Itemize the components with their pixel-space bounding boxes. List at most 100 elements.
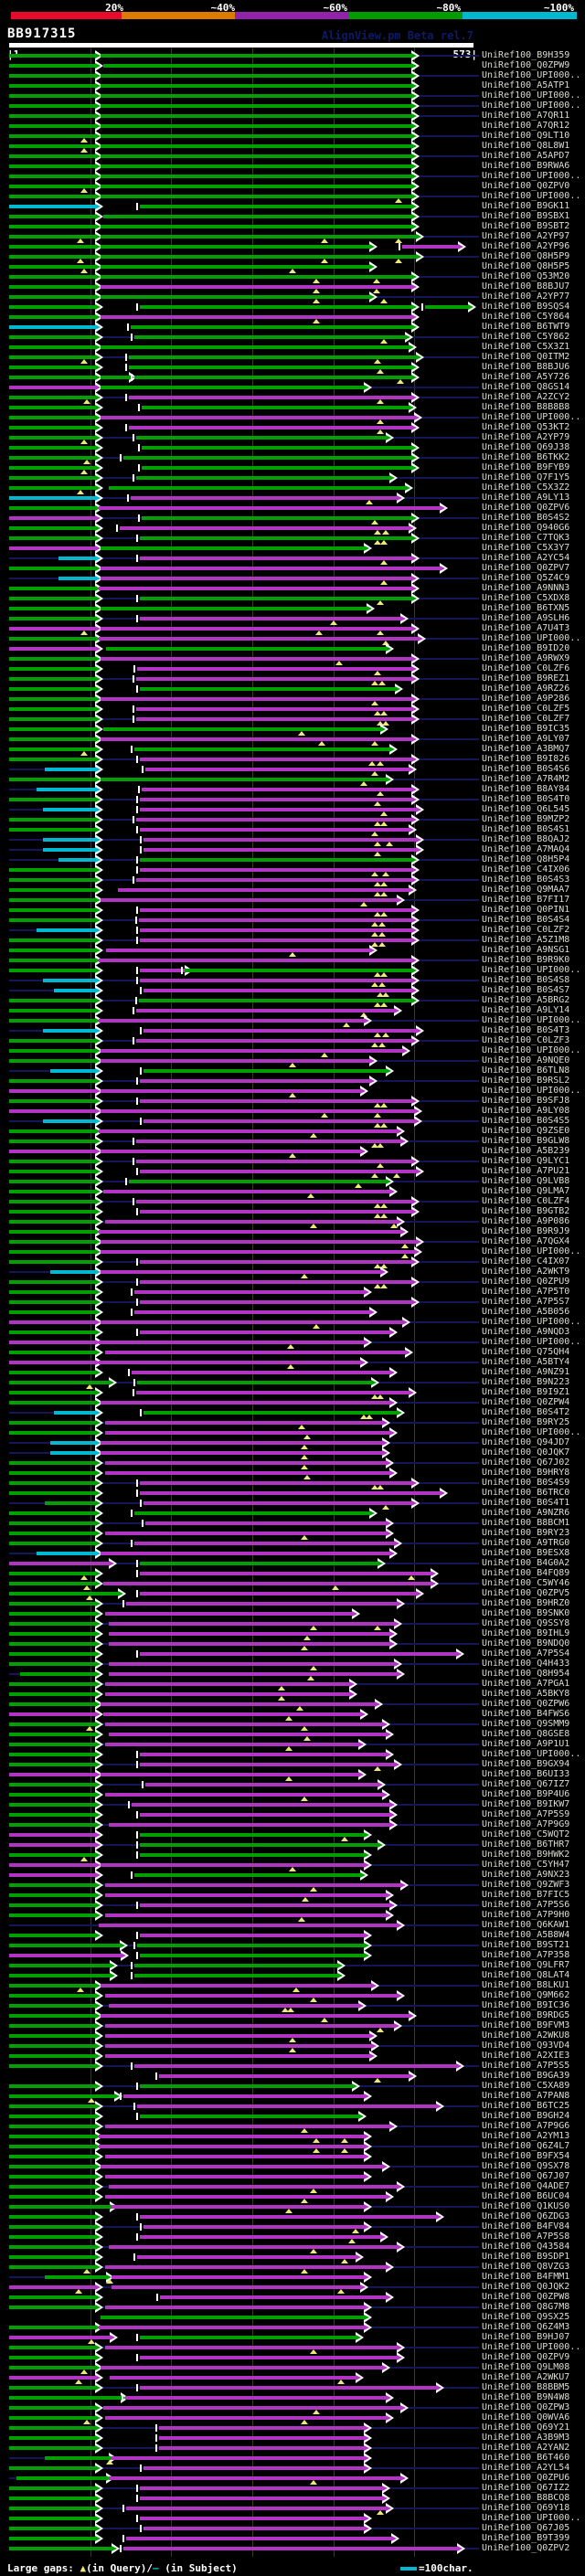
subject-start-tick: [122, 2535, 124, 2542]
hit-bar-segment: [9, 567, 95, 570]
scale-segment-20: [11, 12, 122, 19]
segment-arrowhead-fill: [95, 1209, 101, 1214]
hit-label: UniRef100_A5ATP1: [482, 80, 570, 90]
segment-arrowhead-fill: [386, 1460, 391, 1466]
hit-label: UniRef100_UPI000..: [482, 90, 581, 101]
hit-bar-segment: [9, 2084, 95, 2088]
segment-arrowhead-fill: [364, 2204, 369, 2210]
segment-arrowhead-fill: [364, 2315, 369, 2320]
segment-arrowhead-fill: [95, 1008, 101, 1013]
segment-arrowhead-fill: [95, 2244, 101, 2250]
hit-bar-segment: [9, 687, 95, 691]
segment-arrowhead-fill: [411, 958, 417, 963]
hit-bar-segment: [140, 2336, 356, 2339]
subject-start-tick: [142, 1781, 144, 1788]
hit-bar-segment: [9, 345, 95, 349]
hit-bar-segment: [101, 245, 369, 249]
segment-arrowhead-fill: [386, 1531, 391, 1536]
segment-arrowhead-fill: [121, 2395, 126, 2401]
hit-bar-segment: [159, 2436, 364, 2440]
hit-bar-segment: [9, 2054, 95, 2058]
segment-arrowhead-fill: [409, 525, 414, 531]
hit-label: UniRef100_Q9MAA7: [482, 885, 570, 895]
hit-bar-segment: [101, 1250, 414, 1254]
hit-bar-segment: [101, 1320, 402, 1324]
hit-label: UniRef100_Q53M20: [482, 271, 570, 281]
subject-start-tick: [156, 2294, 158, 2301]
hit-label: UniRef100_Q5Z4C9: [482, 573, 570, 583]
hit-label: UniRef100_UPI000..: [482, 101, 581, 111]
query-gap-marker: [313, 2138, 320, 2143]
segment-arrowhead-fill: [364, 2274, 369, 2280]
hit-bar-segment: [9, 225, 95, 228]
hit-bar-segment: [9, 376, 95, 379]
hit-bar-segment: [9, 195, 95, 198]
hit-label: UniRef100_C5XDX8: [482, 593, 570, 603]
segment-arrowhead-fill: [95, 1299, 101, 1305]
segment-arrowhead-fill: [95, 1671, 101, 1677]
hit-bar-segment: [9, 1763, 95, 1766]
subject-start-tick: [131, 1540, 133, 1547]
hit-bar-segment: [112, 2205, 364, 2209]
segment-arrowhead-fill: [95, 958, 101, 963]
hit-bar-segment: [9, 1401, 95, 1405]
segment-arrowhead-fill: [411, 1209, 417, 1214]
subject-start-tick: [155, 2424, 157, 2432]
hit-bar-segment: [109, 1632, 389, 1636]
segment-arrowhead-fill: [431, 1581, 436, 1586]
subject-start-tick: [136, 2213, 138, 2221]
hit-bar-segment: [9, 1109, 95, 1113]
query-gap-marker: [289, 1867, 296, 1871]
segment-arrowhead-fill: [95, 636, 101, 641]
hit-bar-segment: [9, 315, 95, 319]
segment-arrowhead-fill: [400, 616, 406, 621]
subject-start-tick: [136, 1168, 138, 1175]
query-gap-symbol: ▲: [80, 2562, 87, 2574]
subject-start-tick: [136, 937, 138, 944]
hit-label: UniRef100_Q8VZG3: [482, 2262, 570, 2272]
segment-arrowhead-fill: [416, 847, 421, 853]
query-gap-marker: [289, 269, 296, 273]
segment-arrowhead-fill: [389, 475, 395, 481]
hit-label: UniRef100_Q0ZPW8: [482, 2292, 570, 2302]
segment-arrowhead-fill: [411, 174, 417, 179]
hit-bar-segment: [131, 325, 411, 329]
query-gap-marker: [371, 1043, 378, 1047]
hit-bar-segment: [140, 1753, 386, 1756]
segment-arrowhead-fill: [95, 877, 101, 883]
subject-start-tick: [133, 1389, 134, 1396]
segment-arrowhead-fill: [95, 656, 101, 662]
query-gap-marker: [378, 681, 386, 685]
segment-arrowhead-fill: [389, 1631, 395, 1637]
segment-arrowhead-fill: [95, 978, 101, 983]
segment-arrowhead-fill: [397, 1671, 402, 1677]
hit-label: UniRef100_A7PU21: [482, 1166, 570, 1176]
hit-bar-segment: [144, 2225, 364, 2229]
segment-arrowhead-fill: [411, 324, 417, 330]
hit-bar-segment: [9, 1602, 95, 1606]
query-gap-marker: [380, 822, 388, 826]
segment-arrowhead-fill: [411, 1259, 417, 1265]
hit-label: UniRef100_A7P5T0: [482, 1287, 570, 1297]
hit-bar-segment: [9, 104, 95, 108]
segment-arrowhead-fill: [382, 2496, 388, 2501]
segment-arrowhead-fill: [95, 355, 101, 360]
segment-arrowhead-fill: [95, 887, 101, 893]
query-gap-marker: [310, 1224, 317, 1228]
hit-bar-segment: [9, 908, 95, 912]
hit-bar-segment: [9, 506, 95, 510]
query-gap-marker: [360, 1415, 367, 1419]
query-gap-marker: [80, 148, 88, 153]
subject-start-tick: [125, 354, 127, 361]
segment-arrowhead-fill: [389, 1812, 395, 1818]
hit-bar-segment: [9, 1813, 95, 1817]
hit-bar-segment: [101, 627, 411, 631]
hit-bar-segment: [129, 1180, 386, 1183]
hit-bar-segment: [105, 1431, 389, 1435]
hit-bar-segment: [9, 426, 95, 429]
segment-arrowhead-fill: [95, 495, 101, 501]
hit-bar-segment: [9, 999, 95, 1002]
segment-arrowhead-fill: [349, 1691, 355, 1697]
segment-arrowhead-fill: [95, 1390, 101, 1395]
segment-arrowhead-fill: [95, 1511, 101, 1516]
